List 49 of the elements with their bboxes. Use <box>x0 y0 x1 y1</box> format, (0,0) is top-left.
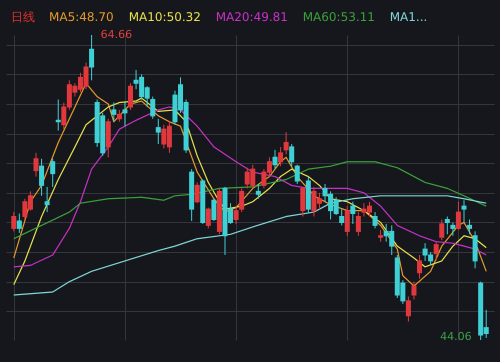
candlestick <box>44 186 50 213</box>
candlestick <box>339 208 344 226</box>
text: MA10:50.32 <box>128 10 201 24</box>
text: MA60:53.11 <box>302 10 375 24</box>
candlestick <box>278 146 284 167</box>
candlestick <box>417 254 422 280</box>
candlestick <box>128 82 133 110</box>
candlestick <box>284 132 289 155</box>
candlestick <box>234 206 239 224</box>
candlestick <box>300 186 306 218</box>
candlestick <box>444 216 450 235</box>
candlestick <box>56 99 61 132</box>
candlestick <box>34 152 39 178</box>
candlestick <box>356 212 361 236</box>
candlestick <box>467 218 472 235</box>
candlestick <box>344 206 350 236</box>
candlestick <box>211 198 216 222</box>
candlestick <box>461 200 466 223</box>
annotation: 44.06 <box>440 330 472 343</box>
candlestick <box>256 183 261 200</box>
candlestick <box>11 212 16 232</box>
candlestick <box>239 188 244 213</box>
candlestick <box>111 102 116 122</box>
candlestick <box>450 222 456 236</box>
candlestick <box>39 158 44 196</box>
text: MA5:48.70 <box>49 10 114 24</box>
candlestick <box>439 218 444 241</box>
text: MA20:49.81 <box>216 10 288 24</box>
candlestick <box>50 158 56 188</box>
annotation: 64.66 <box>100 28 132 41</box>
candlestick <box>194 182 200 204</box>
chart-subtitle: 日线 <box>11 10 35 24</box>
candlestick <box>456 201 461 230</box>
candlestick <box>350 201 356 224</box>
candlestick <box>16 213 22 234</box>
text: MA1... <box>390 10 428 24</box>
candlestick <box>272 149 278 170</box>
candlestick <box>116 109 122 122</box>
candlestick <box>122 102 128 127</box>
candlestick <box>89 34 94 81</box>
candlestick <box>156 118 161 144</box>
candlestick <box>434 241 439 262</box>
candlestick <box>289 143 294 167</box>
candlestick <box>294 164 300 184</box>
candlestick <box>150 96 156 120</box>
candlestick <box>406 296 411 322</box>
candlestick <box>206 207 211 229</box>
candlestick <box>372 212 378 229</box>
candlestick <box>411 281 416 300</box>
